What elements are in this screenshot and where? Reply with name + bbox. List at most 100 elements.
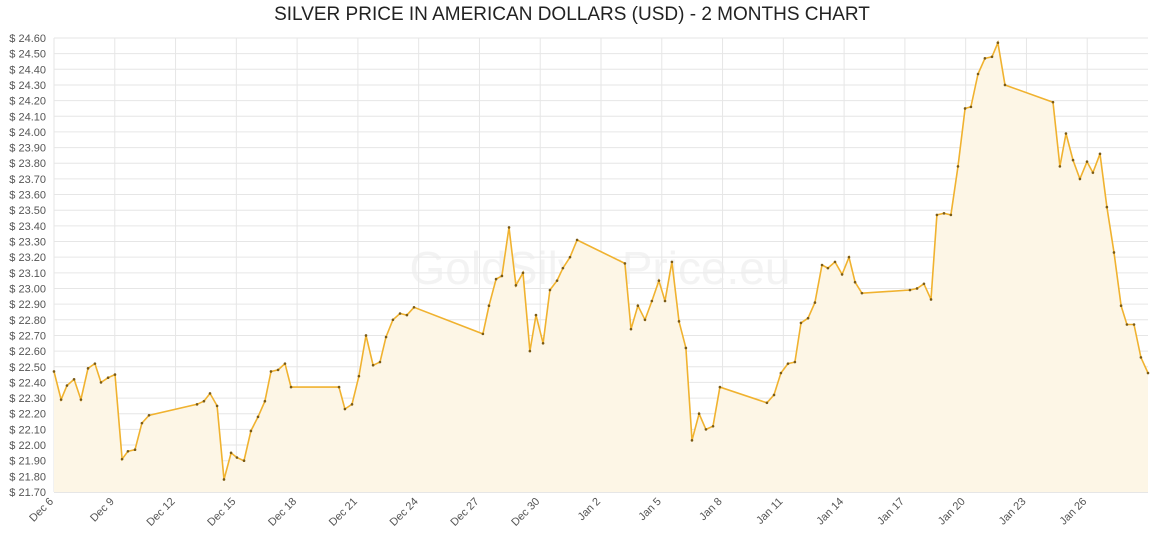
data-point: [561, 266, 565, 270]
data-point: [521, 271, 525, 275]
data-point: [222, 478, 226, 481]
data-point: [133, 448, 137, 452]
data-point: [990, 55, 994, 59]
chart-title: SILVER PRICE IN AMERICAN DOLLARS (USD) -…: [274, 4, 870, 25]
data-point: [922, 282, 926, 286]
data-point: [860, 291, 864, 295]
data-point: [384, 335, 388, 339]
y-tick-label: $ 22.80: [9, 315, 46, 327]
data-point: [969, 105, 973, 109]
x-tick-label: Dec 9: [88, 496, 117, 525]
data-point: [405, 313, 409, 317]
data-point: [343, 407, 347, 411]
data-point: [235, 456, 239, 459]
data-point: [949, 213, 953, 217]
data-point: [113, 373, 117, 376]
y-tick-label: $ 21.80: [9, 471, 46, 483]
y-tick-label: $ 24.40: [9, 64, 46, 76]
data-point: [86, 367, 90, 370]
data-point: [269, 370, 273, 373]
data-point: [72, 377, 76, 381]
data-point: [643, 318, 647, 322]
data-point: [820, 263, 824, 267]
data-point: [1132, 323, 1136, 326]
y-tick-label: $ 22.60: [9, 346, 46, 358]
data-point: [215, 404, 219, 408]
data-point: [514, 284, 518, 287]
data-point: [568, 255, 572, 259]
y-tick-label: $ 23.70: [9, 174, 46, 186]
data-point: [711, 424, 715, 428]
data-point: [623, 262, 627, 265]
data-point: [996, 41, 1000, 44]
data-point: [412, 305, 416, 309]
data-point: [391, 318, 395, 322]
data-point: [915, 287, 919, 290]
x-tick-label: Jan 20: [936, 496, 968, 528]
data-point: [663, 299, 667, 303]
data-point: [249, 429, 253, 433]
x-tick-label: Jan 14: [814, 496, 846, 528]
x-tick-label: Dec 15: [205, 496, 238, 529]
y-tick-label: $ 23.40: [9, 221, 46, 233]
data-point: [487, 304, 491, 308]
data-point: [126, 449, 130, 453]
x-tick-label: Jan 8: [697, 496, 725, 524]
data-point: [120, 457, 124, 461]
y-tick-label: $ 24.20: [9, 96, 46, 108]
data-point: [929, 298, 933, 301]
data-point: [337, 385, 341, 389]
data-point: [629, 327, 633, 331]
data-point: [813, 301, 817, 304]
data-point: [494, 277, 498, 281]
x-tick-label: Dec 24: [388, 496, 421, 529]
x-tick-label: Dec 21: [327, 496, 360, 529]
data-point: [718, 385, 722, 389]
y-tick-label: $ 23.60: [9, 190, 46, 202]
data-point: [765, 401, 769, 405]
y-tick-label: $ 24.60: [9, 33, 46, 45]
data-point: [1003, 83, 1007, 87]
data-point: [1058, 165, 1062, 168]
data-point: [371, 363, 375, 367]
x-tick-label: Dec 18: [266, 496, 299, 529]
y-tick-label: $ 23.00: [9, 283, 46, 295]
y-tick-label: $ 22.70: [9, 330, 46, 342]
data-point: [350, 403, 354, 406]
data-point: [1091, 171, 1095, 174]
y-tick-label: $ 22.10: [9, 424, 46, 436]
area-fill: [54, 42, 1148, 492]
y-tick-label: $ 24.10: [9, 111, 46, 123]
data-point: [793, 360, 797, 364]
x-tick-label: Jan 26: [1058, 496, 1090, 528]
x-tick-label: Jan 2: [576, 496, 604, 524]
y-tick-label: $ 24.30: [9, 80, 46, 92]
y-tick-label: $ 22.90: [9, 299, 46, 311]
x-tick-label: Dec 6: [27, 496, 56, 525]
data-point: [956, 165, 960, 168]
data-point: [976, 72, 980, 76]
y-tick-label: $ 23.50: [9, 205, 46, 217]
data-point: [481, 332, 485, 336]
y-tick-label: $ 22.40: [9, 377, 46, 389]
data-point: [670, 260, 674, 264]
y-tick-label: $ 23.80: [9, 158, 46, 170]
data-point: [799, 321, 803, 325]
y-tick-label: $ 22.00: [9, 440, 46, 452]
data-point: [1119, 304, 1123, 308]
data-point: [283, 362, 287, 365]
data-point: [1071, 158, 1075, 162]
y-tick-label: $ 22.50: [9, 362, 46, 374]
data-point: [364, 334, 368, 337]
data-point: [507, 226, 511, 229]
data-point: [575, 238, 579, 242]
data-point: [398, 312, 402, 315]
data-point: [1112, 251, 1116, 254]
data-point: [229, 451, 233, 455]
data-point: [555, 279, 559, 282]
y-tick-label: $ 22.20: [9, 409, 46, 421]
data-point: [289, 385, 293, 389]
data-point: [93, 362, 97, 365]
data-point: [684, 346, 688, 350]
